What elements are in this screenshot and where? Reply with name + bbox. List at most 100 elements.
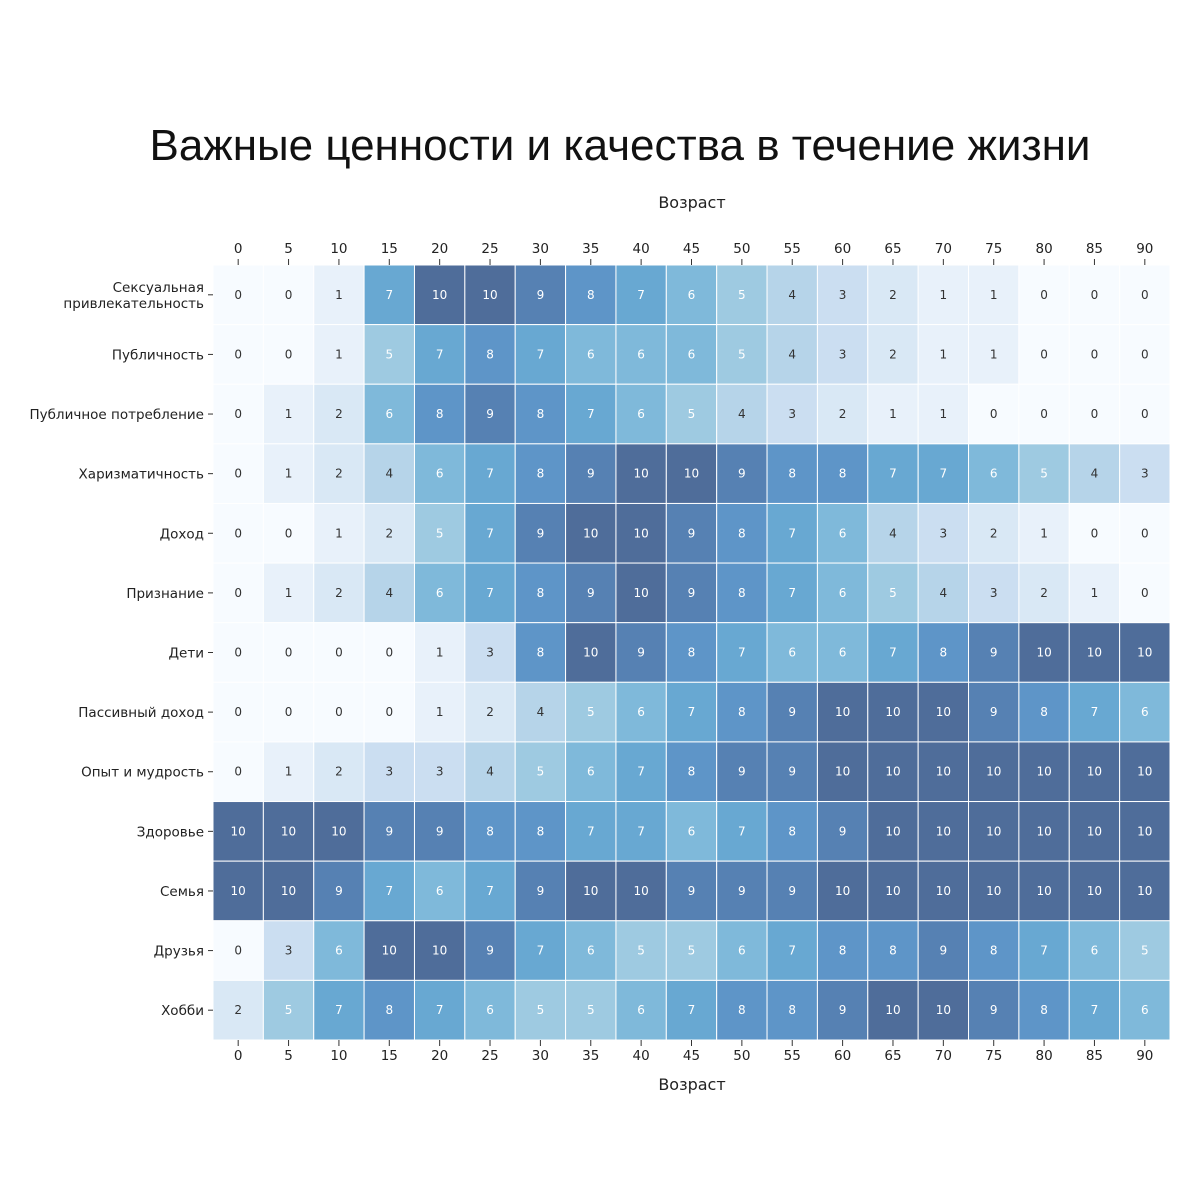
x-tick-label-bottom: 80	[1035, 1048, 1052, 1064]
cell-value-label: 6	[738, 944, 746, 958]
cell-value-label: 6	[1091, 944, 1099, 958]
heatmap-cell	[1018, 920, 1070, 981]
cell-value-label: 0	[1040, 407, 1048, 421]
heatmap-cell	[514, 979, 567, 1041]
heatmap-cell	[514, 801, 567, 862]
cell-value-label: 4	[486, 765, 494, 779]
heatmap-cell	[565, 324, 617, 385]
x-tick-label-top: 85	[1086, 241, 1103, 257]
cell-value-label: 2	[335, 586, 343, 600]
heatmap-cell	[716, 801, 768, 862]
cell-value-label: 9	[688, 526, 696, 540]
cell-value-label: 5	[738, 347, 746, 361]
cell-value-label: 2	[1040, 586, 1048, 600]
cell-value-label: 4	[788, 288, 796, 302]
heatmap-cell	[816, 562, 869, 624]
cell-value-label: 1	[990, 347, 998, 361]
heatmap-cell	[968, 264, 1020, 326]
x-tick-label-bottom: 15	[381, 1048, 398, 1064]
cell-value-label: 2	[335, 407, 343, 421]
heatmap-cell	[917, 622, 970, 683]
row-label: Сексуальная	[113, 280, 204, 296]
heatmap-cell	[565, 622, 617, 683]
heatmap-cell	[262, 562, 315, 624]
heatmap-cell	[665, 562, 718, 624]
cell-value-label: 5	[537, 1003, 545, 1017]
cell-value-label: 4	[1091, 467, 1099, 481]
heatmap-cell	[615, 324, 667, 385]
heatmap-cell	[766, 324, 818, 385]
cell-value-label: 10	[885, 1003, 900, 1017]
cell-value-label: 10	[432, 288, 447, 302]
heatmap-cell	[766, 502, 818, 564]
cell-value-label: 10	[936, 824, 951, 838]
cell-value-label: 8	[1040, 705, 1048, 719]
cell-value-label: 8	[537, 407, 545, 421]
heatmap-cell	[1068, 383, 1121, 445]
heatmap-cell	[968, 383, 1020, 445]
cell-value-label: 8	[788, 824, 796, 838]
heatmap-cell	[716, 383, 768, 445]
heatmap-cell	[1068, 502, 1121, 564]
cell-value-label: 5	[537, 765, 545, 779]
x-tick-label-top: 70	[935, 241, 952, 257]
cell-value-label: 3	[1141, 467, 1149, 481]
heatmap-cell	[464, 860, 516, 922]
heatmap-cell	[615, 622, 667, 683]
cell-value-label: 10	[1137, 646, 1152, 660]
x-tick-label-bottom: 45	[683, 1048, 700, 1064]
heatmap-cell	[968, 443, 1020, 504]
cell-value-label: 0	[1141, 288, 1149, 302]
x-tick-label-top: 25	[481, 241, 498, 257]
heatmap-cell	[514, 622, 567, 683]
cell-value-label: 6	[436, 586, 444, 600]
heatmap-cell	[464, 681, 516, 743]
cell-value-label: 10	[281, 824, 296, 838]
cell-value-label: 6	[587, 944, 595, 958]
heatmap-cell	[766, 622, 818, 683]
x-tick-label-bottom: 25	[481, 1048, 498, 1064]
heatmap-cell	[262, 502, 315, 564]
cell-value-label: 7	[587, 407, 595, 421]
cell-value-label: 7	[688, 705, 696, 719]
row-label: Пассивный доход	[78, 705, 204, 721]
cell-value-label: 3	[788, 407, 796, 421]
heatmap-cell	[816, 383, 869, 445]
heatmap-cell	[766, 860, 818, 922]
x-tick-label-top: 90	[1136, 241, 1153, 257]
cell-value-label: 8	[688, 765, 696, 779]
x-tick-label-bottom: 85	[1086, 1048, 1103, 1064]
x-tick-label-top: 65	[884, 241, 901, 257]
heatmap-cell	[1068, 920, 1121, 981]
cell-value-label: 4	[385, 467, 393, 481]
cell-value-label: 1	[285, 586, 293, 600]
x-tick-label-bottom: 60	[834, 1048, 851, 1064]
cell-value-label: 10	[1137, 824, 1152, 838]
cell-value-label: 8	[738, 526, 746, 540]
heatmap-cell	[464, 264, 516, 326]
cell-value-label: 0	[234, 407, 242, 421]
cell-value-label: 9	[436, 824, 444, 838]
cell-value-label: 10	[1137, 884, 1152, 898]
heatmap-cell	[363, 443, 415, 504]
cell-value-label: 9	[788, 705, 796, 719]
cell-value-label: 2	[385, 526, 393, 540]
cell-value-label: 10	[633, 467, 648, 481]
cell-value-label: 6	[637, 705, 645, 719]
heatmap-cell	[615, 979, 667, 1041]
heatmap-cell	[413, 920, 466, 981]
heatmap-cell	[514, 443, 567, 504]
heatmap-cell	[615, 920, 667, 981]
cell-value-label: 1	[940, 347, 948, 361]
cell-value-label: 10	[231, 824, 246, 838]
cell-value-label: 7	[1091, 705, 1099, 719]
x-tick-label-bottom: 55	[784, 1048, 801, 1064]
heatmap-cell	[212, 324, 264, 385]
heatmap-cell	[1119, 562, 1171, 624]
heatmap-cell	[565, 920, 617, 981]
heatmap-cell	[363, 383, 415, 445]
heatmap-cell	[413, 741, 466, 803]
cell-value-label: 10	[1087, 646, 1102, 660]
cell-value-label: 6	[1141, 705, 1149, 719]
